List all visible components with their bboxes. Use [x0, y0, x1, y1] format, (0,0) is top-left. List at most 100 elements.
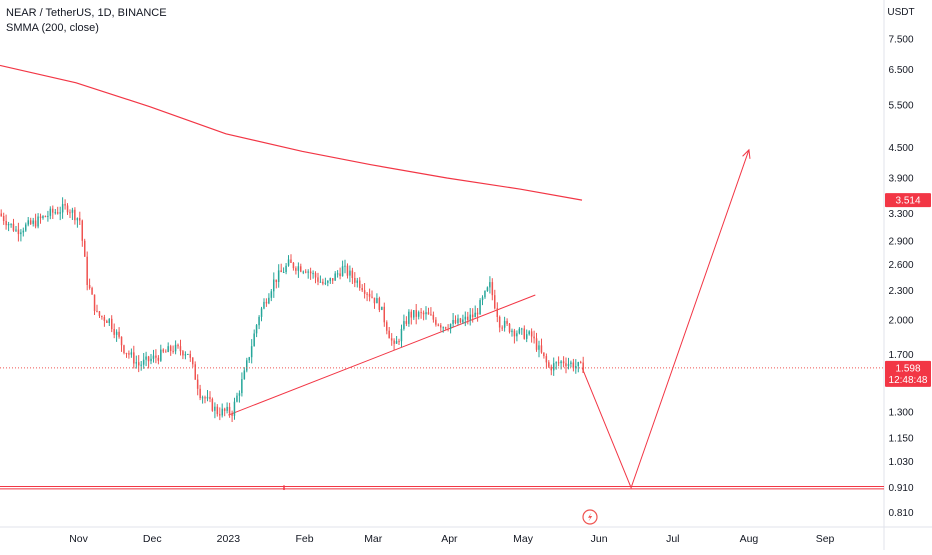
- candle-body: [386, 322, 388, 331]
- candle-body: [172, 350, 174, 352]
- candle-body: [307, 271, 309, 273]
- y-tick-label: 5.500: [888, 100, 913, 111]
- candle-body: [32, 220, 34, 224]
- candle-body: [535, 338, 538, 350]
- candle-body: [319, 281, 322, 283]
- candle-body: [290, 259, 292, 263]
- candle-body: [287, 259, 290, 266]
- candle-body: [327, 280, 329, 283]
- candle-body: [349, 270, 351, 276]
- candle-body: [484, 291, 486, 298]
- candle-body: [162, 349, 164, 352]
- candle-body: [317, 277, 319, 282]
- candle-body: [540, 345, 543, 353]
- candle-body: [580, 362, 582, 364]
- candle-body: [147, 356, 150, 362]
- candle-body: [562, 361, 565, 364]
- candle-body: [464, 316, 467, 320]
- candle-body: [270, 291, 273, 298]
- candle-body: [111, 318, 113, 330]
- candle-body: [123, 345, 125, 353]
- candle-body: [44, 216, 47, 218]
- candle-body: [417, 312, 420, 317]
- candle-body: [238, 393, 241, 396]
- candle-body: [226, 406, 228, 411]
- candle-body: [155, 355, 157, 358]
- candle-body: [344, 265, 346, 267]
- candle-body: [12, 223, 15, 231]
- candle-body: [459, 318, 462, 323]
- candle-body: [56, 212, 59, 214]
- candle-body: [194, 364, 196, 380]
- candle-body: [150, 358, 152, 362]
- candle-body: [533, 336, 535, 339]
- candle-body: [346, 265, 349, 276]
- candle-body: [476, 312, 479, 315]
- candle-body: [422, 312, 425, 315]
- candle-body: [452, 320, 454, 324]
- last-price-tag: [885, 360, 931, 387]
- candle-body: [454, 320, 457, 324]
- candle-body: [449, 324, 452, 329]
- candle-body: [393, 340, 395, 344]
- candle-body: [115, 331, 118, 335]
- candle-body: [263, 301, 265, 309]
- candle-body: [169, 346, 172, 351]
- candle-body: [216, 406, 219, 415]
- candle-body: [189, 354, 191, 358]
- candle-body: [7, 224, 10, 226]
- candle-body: [371, 296, 373, 298]
- candle-body: [265, 301, 268, 304]
- candle-body: [462, 319, 464, 323]
- candle-body: [47, 215, 49, 217]
- symbol-title: NEAR / TetherUS, 1D, BINANCE: [6, 7, 167, 19]
- candle-body: [15, 229, 17, 231]
- candle-body: [314, 273, 317, 278]
- candle-body: [211, 399, 214, 411]
- candle-body: [398, 341, 400, 343]
- lightning-icon: [588, 512, 593, 522]
- x-tick-label: Nov: [69, 533, 88, 545]
- candle-body: [400, 328, 403, 342]
- candle-body: [22, 230, 25, 233]
- candle-body: [34, 220, 37, 227]
- candle-body: [0, 213, 2, 216]
- candle-body: [231, 413, 233, 416]
- chart-legend: NEAR / TetherUS, 1D, BINANCE SMMA (200, …: [6, 6, 167, 36]
- candle-body: [66, 205, 69, 213]
- candle-body: [201, 397, 204, 399]
- candle-body: [572, 362, 575, 369]
- candle-body: [86, 256, 88, 285]
- candle-body: [498, 317, 501, 328]
- candle-body: [373, 297, 376, 304]
- candle-body: [523, 328, 525, 339]
- candle-body: [339, 273, 341, 277]
- candle-body: [199, 388, 201, 398]
- candle-body: [206, 396, 209, 399]
- candle-body: [157, 357, 160, 361]
- candle-body: [241, 379, 243, 394]
- candle-body: [395, 341, 398, 344]
- candle-body: [69, 212, 71, 214]
- candle-body: [440, 325, 442, 328]
- candle-body: [277, 270, 280, 282]
- candle-body: [479, 300, 481, 315]
- candle-body: [74, 209, 76, 221]
- candle-body: [248, 357, 250, 361]
- x-tick-label: Aug: [740, 533, 759, 545]
- candle-body: [491, 282, 494, 296]
- candle-body: [550, 366, 552, 371]
- candle-body: [71, 209, 74, 213]
- candle-body: [297, 266, 300, 271]
- candle-body: [567, 363, 570, 367]
- candle-body: [108, 318, 110, 323]
- currency-label: USDT: [887, 7, 914, 18]
- x-tick-label: 2023: [217, 533, 241, 545]
- candle-body: [334, 273, 336, 281]
- candle-body: [565, 363, 567, 367]
- candle-body: [528, 331, 530, 335]
- candle-body: [138, 362, 140, 366]
- candle-body: [516, 333, 518, 337]
